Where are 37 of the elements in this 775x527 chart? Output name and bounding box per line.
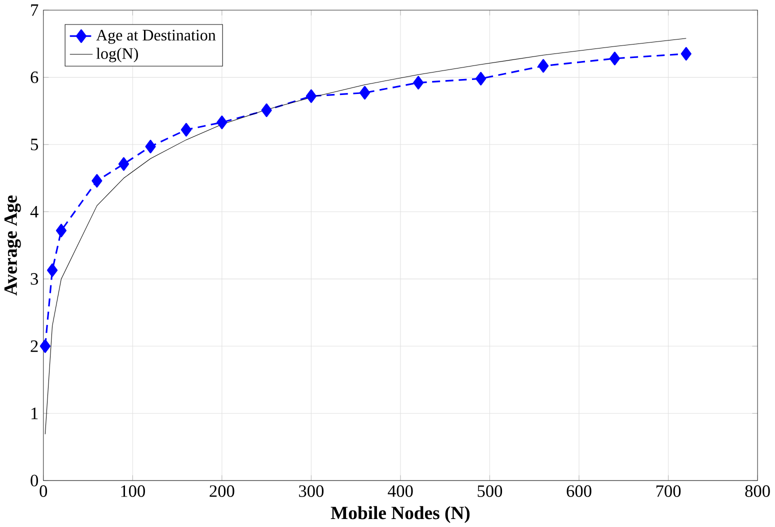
point xyxy=(180,122,192,136)
y-tick-label: 2 xyxy=(30,340,38,352)
x-tick-label: 0 xyxy=(40,485,48,497)
point xyxy=(609,51,620,66)
y-tick-label: 4 xyxy=(30,206,38,218)
point xyxy=(359,86,370,100)
x-axis-title: Mobile Nodes (N) xyxy=(330,506,470,523)
x-tick-label: 300 xyxy=(299,485,324,497)
y-tick-label: 7 xyxy=(31,4,38,16)
point xyxy=(413,76,424,90)
y-tick-label: 5 xyxy=(31,138,38,150)
x-tick-label: 400 xyxy=(388,485,413,497)
y-tick-label: 3 xyxy=(30,272,38,285)
point xyxy=(476,72,486,86)
point xyxy=(306,89,316,103)
x-tick-label: 500 xyxy=(478,485,502,497)
x-tick-label: 700 xyxy=(656,485,681,497)
point xyxy=(145,140,156,154)
x-tick-label: 800 xyxy=(745,485,770,497)
x-tick-label: 600 xyxy=(566,485,592,497)
x-tick-label: 100 xyxy=(121,485,145,497)
point xyxy=(92,174,102,188)
legend-label: Age at Destination xyxy=(96,30,216,44)
y-tick-label: 6 xyxy=(30,71,38,83)
point xyxy=(118,157,130,171)
point xyxy=(261,103,272,117)
y-axis-title: Average Age xyxy=(4,195,21,296)
point xyxy=(680,46,692,60)
legend-label: log(N) xyxy=(96,48,138,62)
y-tick-label: 1 xyxy=(32,407,38,419)
y-tick-label: 0 xyxy=(30,474,38,486)
point xyxy=(56,224,67,238)
point xyxy=(40,339,50,353)
point xyxy=(216,115,228,129)
point xyxy=(538,58,549,72)
point xyxy=(47,263,58,277)
x-tick-label: 200 xyxy=(210,485,234,497)
